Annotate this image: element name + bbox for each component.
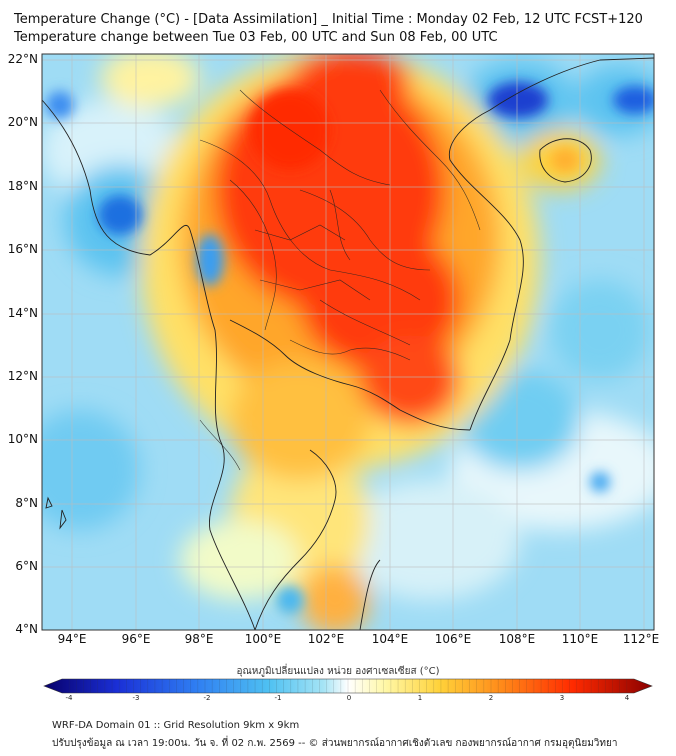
lon-label: 100°E bbox=[244, 632, 282, 646]
lon-label: 110°E bbox=[561, 632, 599, 646]
lon-label: 106°E bbox=[434, 632, 472, 646]
colorbar-tick-label: -4 bbox=[65, 694, 73, 702]
colorbar-tick-label: -2 bbox=[203, 694, 211, 702]
plot-frame bbox=[41, 53, 655, 631]
lon-label: 108°E bbox=[498, 632, 536, 646]
lon-label: 112°E bbox=[622, 632, 660, 646]
grid-lines bbox=[42, 54, 654, 630]
lat-label: 10°N bbox=[7, 432, 38, 446]
temperature-field bbox=[42, 54, 654, 630]
footer-credit: ปรับปรุงข้อมูล ณ เวลา 19:00น. วัน จ. ที่… bbox=[52, 738, 618, 749]
colorbar-tick-label: 0 bbox=[346, 694, 352, 702]
lon-label: 98°E bbox=[184, 632, 214, 646]
lat-label: 6°N bbox=[15, 559, 38, 573]
coastlines bbox=[42, 57, 654, 630]
lat-label: 4°N bbox=[15, 622, 38, 636]
lat-label: 18°N bbox=[7, 179, 38, 193]
lon-label: 104°E bbox=[371, 632, 409, 646]
lat-label: 12°N bbox=[7, 369, 38, 383]
colorbar bbox=[43, 678, 653, 694]
lat-label: 16°N bbox=[7, 242, 38, 256]
lat-label: 8°N bbox=[15, 496, 38, 510]
colorbar-tick-label: 3 bbox=[559, 694, 565, 702]
colorbar-tick-label: 1 bbox=[417, 694, 423, 702]
footer-model-info: WRF-DA Domain 01 :: Grid Resolution 9km … bbox=[52, 720, 300, 731]
lat-label: 20°N bbox=[7, 115, 38, 129]
admin-borders bbox=[199, 89, 481, 471]
colorbar-title: อุณหภูมิเปลี่ยนแปลง หน่วย องศาเซลเซียส (… bbox=[236, 666, 440, 677]
map-subtitle: Temperature change between Tue 03 Feb, 0… bbox=[14, 30, 498, 45]
lon-label: 94°E bbox=[57, 632, 87, 646]
lat-label: 22°N bbox=[7, 52, 38, 66]
lat-label: 14°N bbox=[7, 306, 38, 320]
lon-label: 102°E bbox=[307, 632, 345, 646]
colorbar-tick-label: 4 bbox=[624, 694, 630, 702]
lon-label: 96°E bbox=[121, 632, 151, 646]
colorbar-tick-label: -3 bbox=[132, 694, 140, 702]
colorbar-tick-label: 2 bbox=[488, 694, 494, 702]
colorbar-tick-label: -1 bbox=[274, 694, 282, 702]
map-title: Temperature Change (°C) - [Data Assimila… bbox=[14, 12, 643, 27]
